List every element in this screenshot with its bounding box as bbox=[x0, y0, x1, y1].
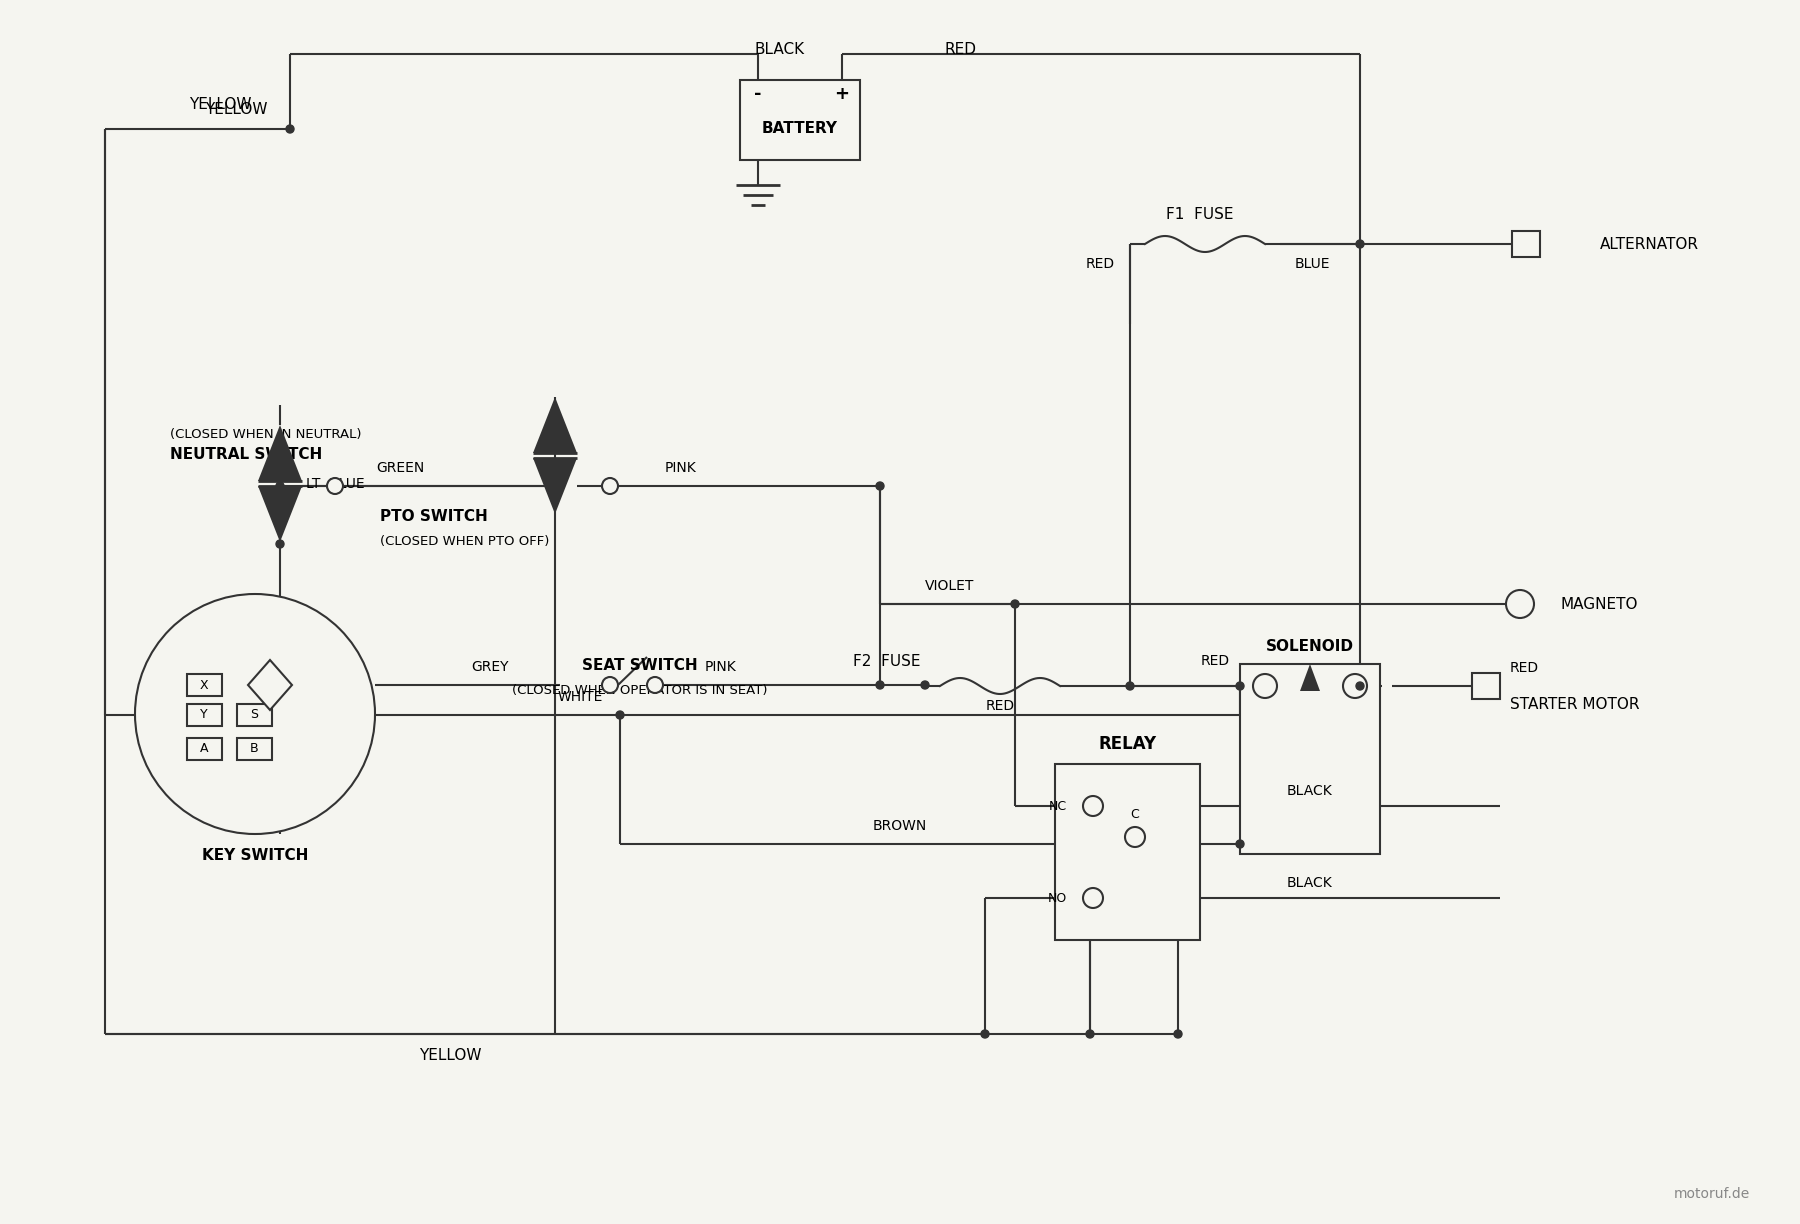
Text: +: + bbox=[835, 84, 850, 103]
Circle shape bbox=[601, 677, 617, 693]
Polygon shape bbox=[1300, 663, 1319, 692]
Circle shape bbox=[646, 677, 662, 693]
Circle shape bbox=[1012, 600, 1019, 608]
Text: RELAY: RELAY bbox=[1098, 734, 1157, 753]
Text: RED: RED bbox=[1201, 654, 1229, 668]
Bar bbox=[187, 704, 221, 726]
Text: STARTER MOTOR: STARTER MOTOR bbox=[1510, 696, 1640, 711]
Text: C: C bbox=[1130, 809, 1139, 821]
Text: RED: RED bbox=[1085, 257, 1114, 271]
Text: -: - bbox=[754, 84, 761, 103]
Text: NEUTRAL SWITCH: NEUTRAL SWITCH bbox=[169, 447, 322, 461]
Text: SEAT SWITCH: SEAT SWITCH bbox=[581, 657, 698, 672]
Text: Y: Y bbox=[200, 709, 207, 721]
Bar bbox=[1512, 231, 1541, 257]
Circle shape bbox=[1084, 796, 1103, 816]
Bar bbox=[1055, 764, 1201, 940]
Bar bbox=[238, 738, 272, 760]
Text: YELLOW: YELLOW bbox=[419, 1049, 481, 1064]
Text: GREEN: GREEN bbox=[376, 461, 425, 475]
Circle shape bbox=[1355, 682, 1364, 690]
Text: (CLOSED WHEN IN NEUTRAL): (CLOSED WHEN IN NEUTRAL) bbox=[169, 427, 362, 441]
Bar bbox=[1240, 663, 1381, 854]
Bar bbox=[740, 80, 860, 160]
Text: RED: RED bbox=[985, 699, 1015, 714]
Text: F2  FUSE: F2 FUSE bbox=[853, 654, 920, 668]
Circle shape bbox=[1343, 674, 1366, 698]
Text: GREY: GREY bbox=[472, 660, 509, 674]
Polygon shape bbox=[533, 458, 578, 514]
Circle shape bbox=[601, 479, 617, 494]
Polygon shape bbox=[248, 660, 292, 710]
Text: ALTERNATOR: ALTERNATOR bbox=[1600, 236, 1699, 251]
Text: (CLOSED WHEN OPERATOR IS IN SEAT): (CLOSED WHEN OPERATOR IS IN SEAT) bbox=[513, 683, 769, 696]
Circle shape bbox=[135, 594, 374, 834]
Circle shape bbox=[1125, 827, 1145, 847]
Bar bbox=[187, 674, 221, 696]
Text: YELLOW: YELLOW bbox=[205, 102, 268, 116]
Circle shape bbox=[1127, 682, 1134, 690]
Text: SOLENOID: SOLENOID bbox=[1265, 639, 1354, 654]
Text: YELLOW: YELLOW bbox=[189, 97, 252, 111]
Circle shape bbox=[1085, 1031, 1094, 1038]
Text: RED: RED bbox=[943, 42, 976, 56]
Bar bbox=[187, 738, 221, 760]
Bar bbox=[238, 704, 272, 726]
Circle shape bbox=[1507, 590, 1534, 618]
Text: PINK: PINK bbox=[704, 660, 736, 674]
Text: WHITE: WHITE bbox=[558, 690, 603, 704]
Text: A: A bbox=[200, 743, 209, 755]
Text: BROWN: BROWN bbox=[873, 819, 927, 834]
Circle shape bbox=[1253, 674, 1276, 698]
Text: NO: NO bbox=[1048, 891, 1067, 905]
Polygon shape bbox=[257, 425, 302, 481]
Circle shape bbox=[286, 125, 293, 133]
Polygon shape bbox=[533, 397, 578, 453]
Text: BLUE: BLUE bbox=[1294, 257, 1330, 271]
Text: RED: RED bbox=[1510, 661, 1539, 674]
Circle shape bbox=[922, 681, 929, 689]
Text: BATTERY: BATTERY bbox=[761, 120, 839, 136]
Text: LT  BLUE: LT BLUE bbox=[306, 477, 364, 491]
Text: VIOLET: VIOLET bbox=[925, 579, 974, 592]
Text: BLACK: BLACK bbox=[754, 42, 805, 56]
Circle shape bbox=[551, 482, 560, 490]
Circle shape bbox=[877, 681, 884, 689]
Text: KEY SWITCH: KEY SWITCH bbox=[202, 848, 308, 863]
Circle shape bbox=[1237, 840, 1244, 848]
Text: NC: NC bbox=[1049, 799, 1067, 813]
Text: (CLOSED WHEN PTO OFF): (CLOSED WHEN PTO OFF) bbox=[380, 535, 549, 547]
Circle shape bbox=[616, 711, 625, 718]
Text: PINK: PINK bbox=[664, 461, 697, 475]
Text: BLACK: BLACK bbox=[1287, 785, 1332, 798]
Bar bbox=[1472, 673, 1499, 699]
Circle shape bbox=[1355, 240, 1364, 248]
Circle shape bbox=[877, 482, 884, 490]
Text: X: X bbox=[200, 678, 209, 692]
Polygon shape bbox=[257, 486, 302, 542]
Text: F1  FUSE: F1 FUSE bbox=[1166, 207, 1233, 222]
Circle shape bbox=[1084, 887, 1103, 908]
Text: B: B bbox=[250, 743, 259, 755]
Text: BLACK: BLACK bbox=[1287, 876, 1332, 890]
Circle shape bbox=[1174, 1031, 1183, 1038]
Text: S: S bbox=[250, 709, 257, 721]
Circle shape bbox=[275, 540, 284, 548]
Text: PTO SWITCH: PTO SWITCH bbox=[380, 508, 488, 524]
Circle shape bbox=[1237, 682, 1244, 690]
Text: MAGNETO: MAGNETO bbox=[1561, 596, 1638, 612]
Circle shape bbox=[328, 479, 344, 494]
Text: motoruf.de: motoruf.de bbox=[1674, 1187, 1750, 1201]
Circle shape bbox=[981, 1031, 988, 1038]
Circle shape bbox=[275, 482, 284, 490]
